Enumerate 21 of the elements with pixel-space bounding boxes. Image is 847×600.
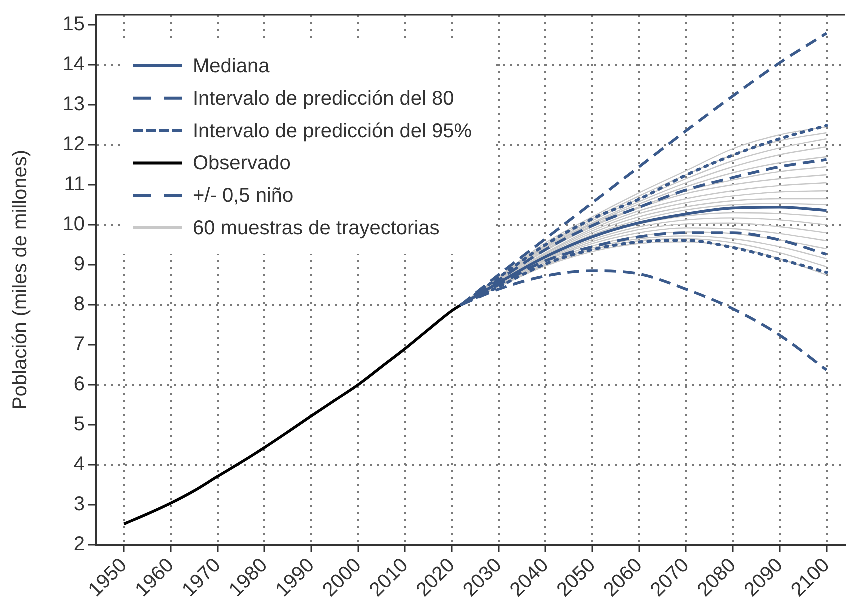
y-tick-label: 2 <box>74 534 85 556</box>
legend-label: Mediana <box>193 56 271 78</box>
legend-label: 60 muestras de trayectorias <box>193 218 440 240</box>
y-tick-label: 9 <box>74 254 85 276</box>
y-axis-title: Población (miles de millones) <box>10 150 32 410</box>
y-tick-label: 11 <box>64 174 85 196</box>
legend-label: Observado <box>193 152 291 175</box>
legend-label: +/- 0,5 niño <box>193 185 294 208</box>
y-tick-label: 10 <box>62 214 85 236</box>
y-tick-label: 13 <box>62 94 85 116</box>
y-tick-label: 5 <box>74 414 85 436</box>
y-tick-label: 15 <box>62 14 85 36</box>
y-tick-label: 3 <box>74 494 85 516</box>
y-tick-label: 7 <box>74 334 85 356</box>
legend-label: Intervalo de predicción del 95% <box>193 120 472 142</box>
y-tick-label: 6 <box>74 374 85 396</box>
legend-label: Intervalo de predicción del 80 <box>193 88 454 110</box>
y-tick-label: 14 <box>62 54 85 76</box>
y-tick-label: 4 <box>74 454 85 476</box>
y-tick-label: 12 <box>62 134 85 156</box>
y-tick-label: 8 <box>74 294 85 316</box>
